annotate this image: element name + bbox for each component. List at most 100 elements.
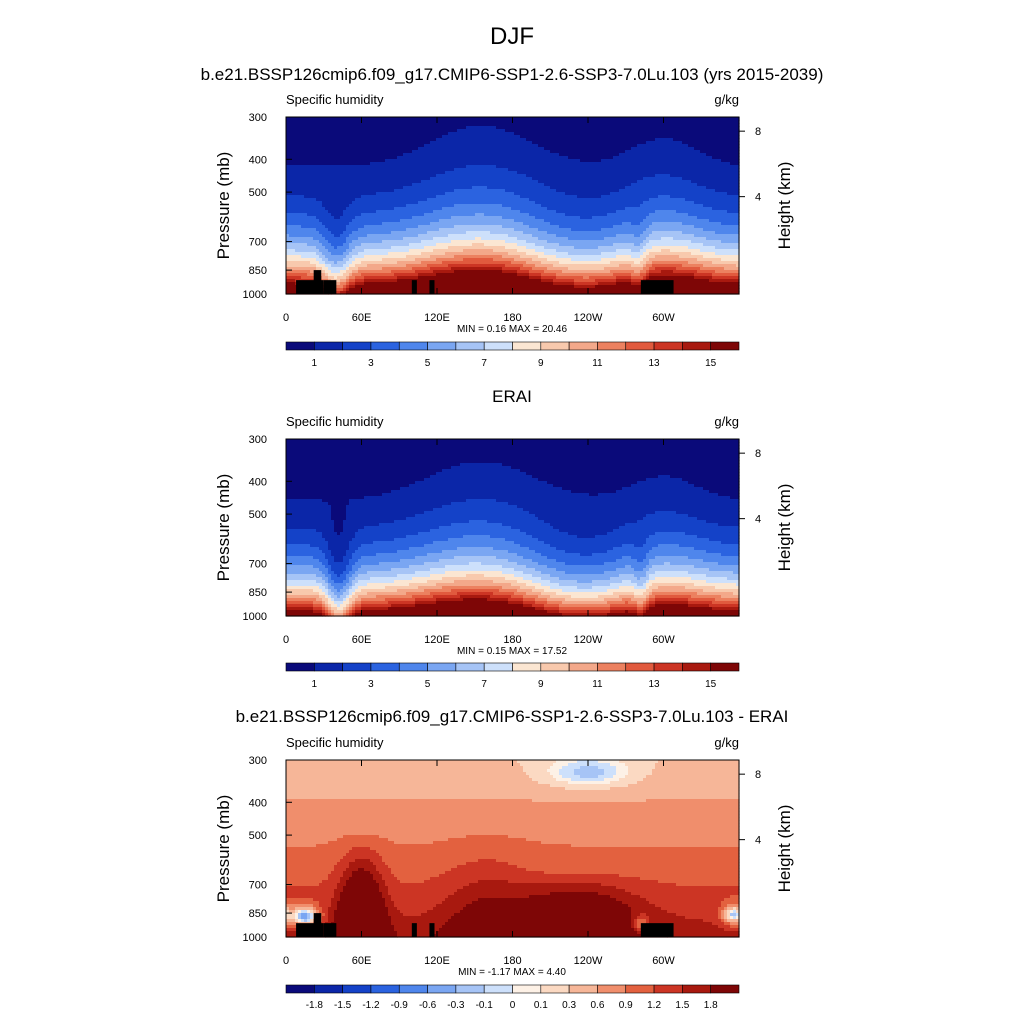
contour-band <box>394 207 443 211</box>
contour-band <box>598 775 614 779</box>
contour-band <box>703 255 740 259</box>
contour-band <box>541 204 641 208</box>
contour-band <box>619 264 632 268</box>
contour-band <box>325 595 329 599</box>
contour-band <box>523 231 548 235</box>
contour-band <box>325 556 335 560</box>
contour-band <box>733 592 740 596</box>
contour-band <box>493 580 518 584</box>
contour-band <box>730 925 740 929</box>
contour-band <box>334 520 344 524</box>
contour-band <box>649 580 707 584</box>
contour-band <box>349 246 356 250</box>
contour-band <box>340 291 347 295</box>
contour-band <box>355 589 362 593</box>
contour-band <box>604 769 617 773</box>
contour-band <box>286 883 320 887</box>
contour-band <box>448 538 506 542</box>
contour-band <box>358 868 365 872</box>
contour-band <box>508 502 740 506</box>
contour-band <box>661 237 674 241</box>
contour-band <box>433 210 521 214</box>
contour-band <box>517 760 557 764</box>
contour-band <box>313 601 323 605</box>
colorbar-label: 1.8 <box>704 1000 718 1011</box>
contour-band <box>529 270 545 274</box>
contour-band <box>286 523 335 527</box>
contour-band <box>652 592 698 596</box>
contour-band <box>529 895 611 899</box>
contour-band <box>433 841 542 845</box>
contour-band <box>598 766 617 770</box>
contour-band <box>382 240 422 244</box>
contour-band <box>517 171 740 175</box>
contour-band <box>352 574 359 578</box>
contour-band <box>493 592 515 596</box>
contour-band <box>658 760 740 764</box>
contour-band <box>349 586 353 590</box>
contour-band <box>286 171 446 175</box>
contour-band <box>328 580 335 584</box>
contour-band <box>526 772 551 776</box>
contour-band <box>523 604 533 608</box>
contour-band <box>286 562 323 566</box>
contour-band <box>373 874 383 878</box>
contour-band <box>427 580 455 584</box>
contour-band <box>520 529 560 533</box>
contour-band <box>439 526 512 530</box>
contour-band <box>415 258 437 262</box>
contour-band <box>286 141 431 145</box>
contour-band <box>286 258 317 262</box>
contour-band <box>421 261 443 265</box>
contour-band <box>364 279 398 283</box>
contour-band <box>310 913 314 917</box>
contour-band <box>322 535 356 539</box>
contour-band <box>295 919 299 923</box>
contour-band <box>400 487 563 491</box>
contour-band <box>625 610 629 614</box>
contour-band <box>454 168 509 172</box>
contour-band <box>547 267 569 271</box>
contour-band <box>286 781 539 785</box>
contour-band <box>352 595 359 599</box>
contour-band <box>286 493 383 497</box>
contour-band <box>349 877 374 881</box>
contour-band <box>328 916 335 920</box>
contour-band <box>709 568 740 572</box>
contour-band <box>412 150 551 154</box>
contour-band <box>340 234 350 238</box>
contour-band <box>631 565 647 569</box>
contour-band <box>649 273 695 277</box>
contour-band <box>691 252 716 256</box>
contour-band <box>430 177 533 181</box>
contour-band <box>343 285 347 289</box>
contour-band <box>472 901 623 905</box>
contour-band <box>379 886 389 890</box>
contour-band <box>637 919 647 923</box>
contour-band <box>520 135 740 139</box>
contour-band <box>646 928 725 932</box>
contour-band <box>394 904 437 908</box>
contour-band <box>322 907 329 911</box>
colorbar-label: 0.3 <box>562 1000 576 1011</box>
contour-band <box>727 919 740 923</box>
contour-band <box>637 481 689 485</box>
contour-band <box>358 228 407 232</box>
y-tick-label: 850 <box>249 908 267 920</box>
contour-band <box>355 583 368 587</box>
contour-band <box>343 607 347 611</box>
contour-band <box>463 886 617 890</box>
contour-band <box>457 592 494 596</box>
contour-band <box>646 541 722 545</box>
contour-band <box>346 282 350 286</box>
contour-band <box>646 141 683 145</box>
contour-band <box>286 919 296 923</box>
contour-band <box>616 282 632 286</box>
contour-band <box>670 174 740 178</box>
contour-band <box>286 862 338 866</box>
contour-band <box>451 502 509 506</box>
contour-band <box>352 592 356 596</box>
contour-band <box>391 246 425 250</box>
contour-band <box>703 559 740 563</box>
contour-band <box>532 580 551 584</box>
